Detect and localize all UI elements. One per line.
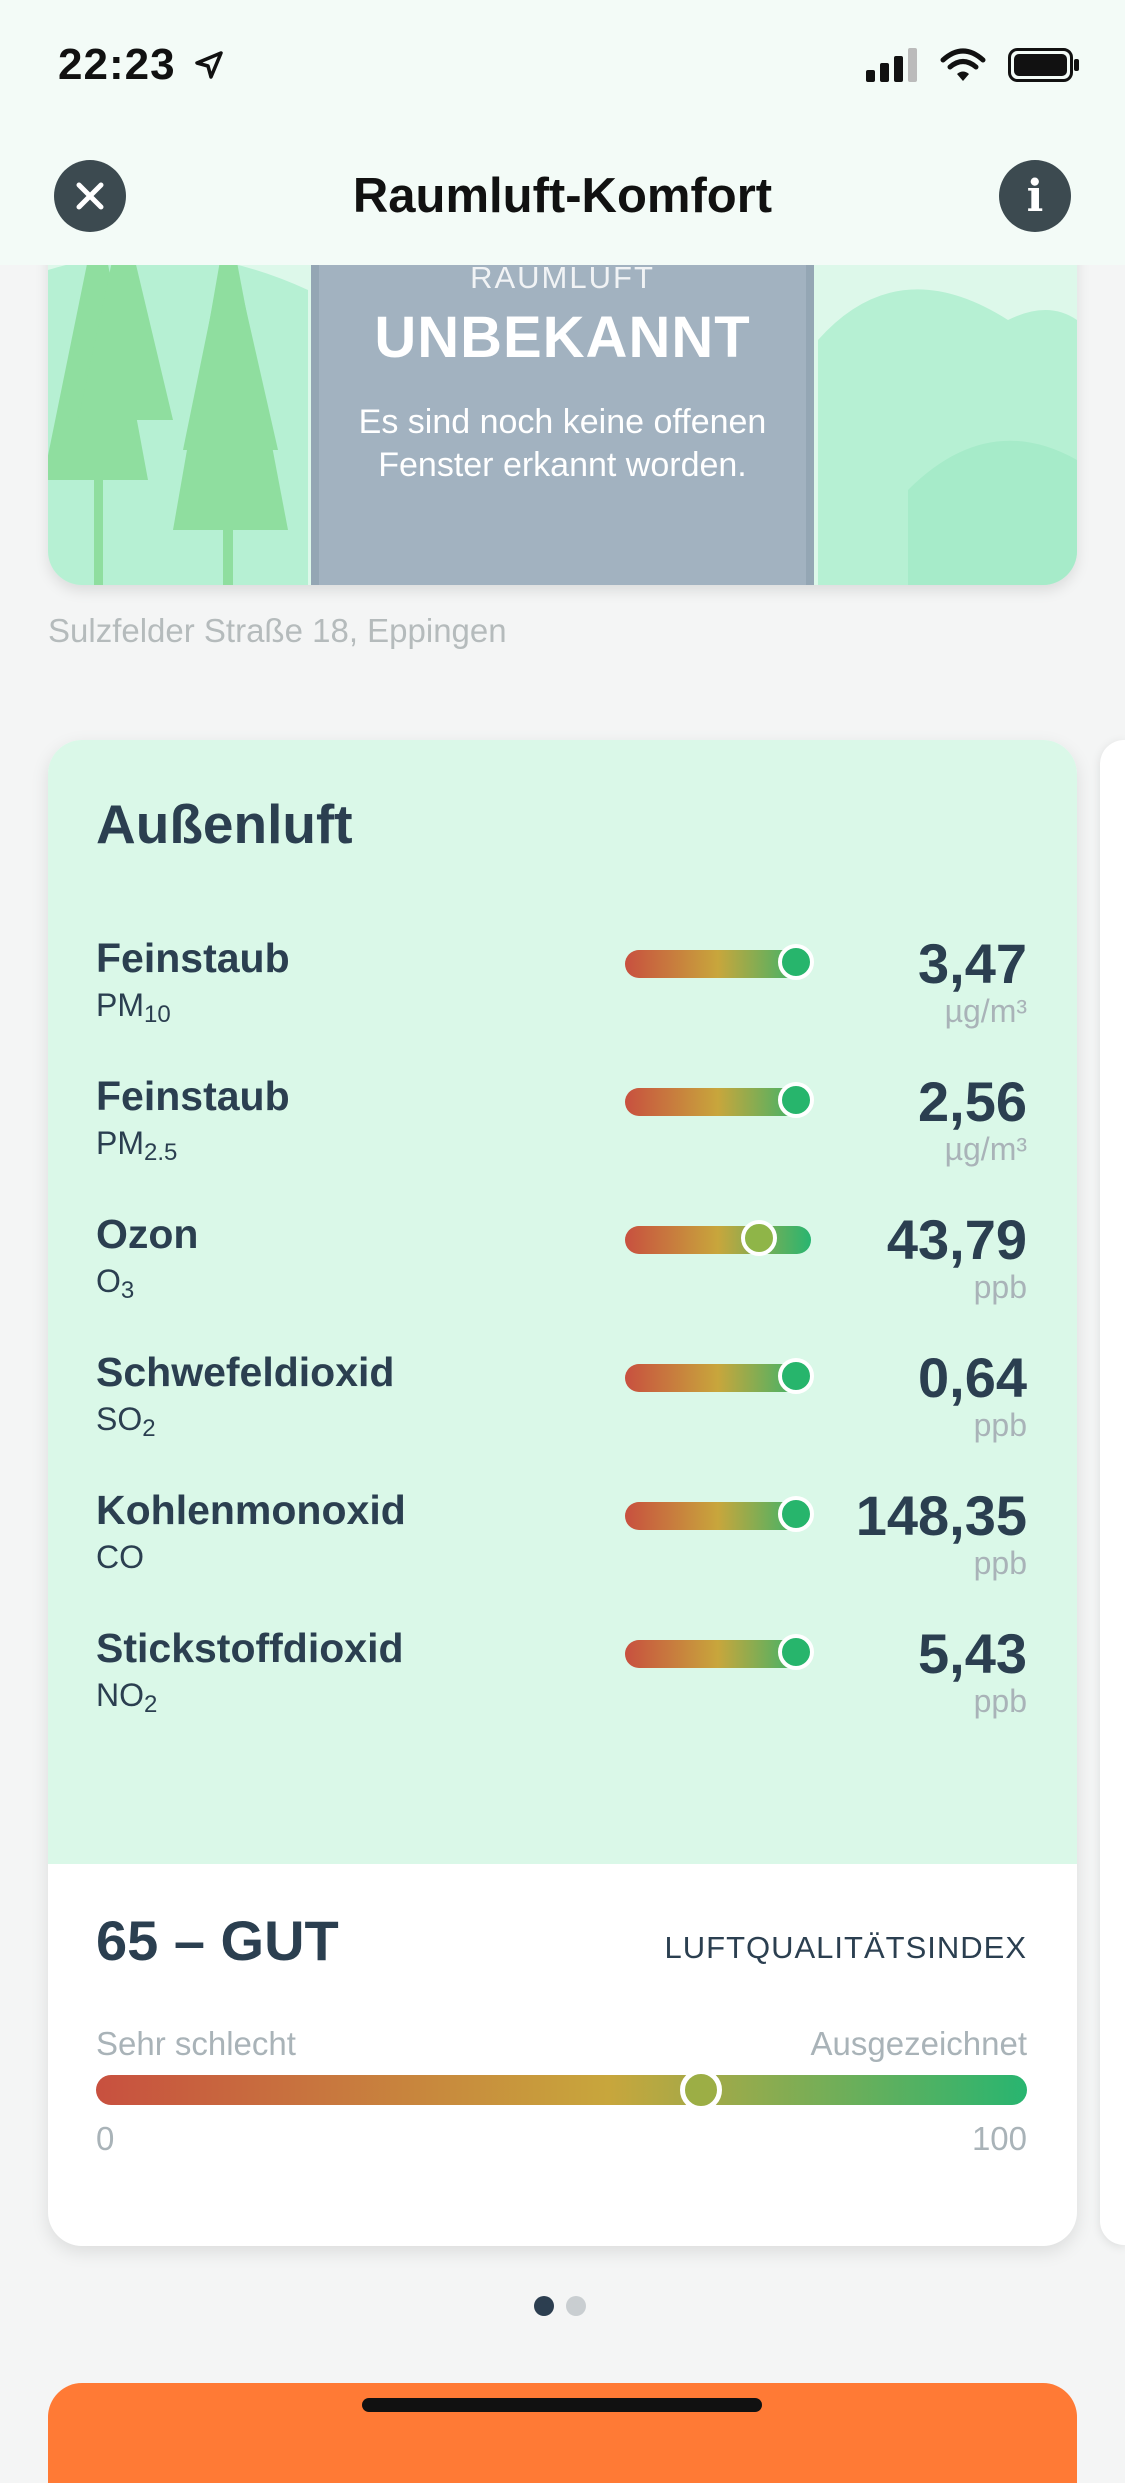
measurement-formula: O3 [96,1263,135,1304]
info-button[interactable]: i [999,160,1071,232]
measurement-unit: ppb [973,1545,1027,1581]
measurement-formula: PM10 [96,987,171,1028]
address-text: Sulzfelder Straße 18, Eppingen [48,612,507,649]
measurement-value: 43,79 [886,1208,1027,1271]
measurement-row: Stickstoffdioxid NO2 5,43 ppb [48,1622,1077,1755]
aqi-label: LUFTQUALITÄTSINDEX [664,1930,1027,1965]
measurement-name: Stickstoffdioxid [96,1625,404,1671]
close-icon [76,182,104,210]
aqi-score: 65 – GUT [96,1909,339,1972]
measurement-level-bar [625,1082,815,1118]
measurement-formula: SO2 [96,1401,156,1442]
page-indicator[interactable] [534,2296,586,2316]
landscape-illustration [48,210,1077,585]
measurement-formula: NO2 [96,1677,158,1718]
measurement-unit: ppb [973,1269,1027,1305]
measurement-unit: µg/m³ [944,1131,1027,1167]
indoor-description: Es sind noch keine offenen Fenster erkan… [358,403,767,484]
cellular-signal-icon [866,48,918,87]
measurement-formula: CO [96,1539,144,1575]
info-icon: i [1026,170,1044,222]
page-dot[interactable] [566,2296,586,2316]
measurement-name: Ozon [96,1211,199,1257]
measurement-row: Feinstaub PM10 3,47 µg/m³ [48,932,1077,1065]
indoor-label: RAUMLUFT [470,260,655,295]
wifi-icon [940,48,986,87]
measurement-row: Ozon O3 43,79 ppb [48,1208,1077,1341]
close-button[interactable] [54,160,126,232]
measurement-name: Feinstaub [96,935,290,981]
measurement-level-dot [778,1634,815,1670]
measurement-name: Feinstaub [96,1073,290,1119]
page-title: Raumluft-Komfort [352,169,773,223]
aqi-best-label: Ausgezeichnet [810,2025,1027,2062]
indoor-air-card: RAUMLUFT UNBEKANNT Es sind noch keine of… [48,210,1077,585]
measurement-value: 2,56 [918,1070,1027,1133]
page-dot[interactable] [534,2296,554,2316]
measurement-value: 3,47 [918,932,1027,995]
measurement-name: Kohlenmonoxid [96,1487,406,1533]
next-card-peek[interactable] [1100,740,1125,2245]
measurement-unit: ppb [973,1407,1027,1443]
measurement-level-dot [740,1220,777,1256]
status-bar: 22:23 [0,0,1125,140]
measurement-unit: µg/m³ [944,993,1027,1029]
indoor-status-panel: RAUMLUFT UNBEKANNT Es sind noch keine of… [311,210,814,585]
measurement-level-dot [778,1496,815,1532]
aqi-max-label: 100 [971,2120,1027,2157]
indoor-status: UNBEKANNT [374,305,751,370]
home-indicator[interactable] [362,2398,762,2412]
measurement-level-bar [625,1358,815,1394]
battery-icon [1008,48,1080,87]
measurement-formula: PM2.5 [96,1125,178,1166]
measurement-level-bar [625,944,815,980]
measurement-name: Schwefeldioxid [96,1349,395,1395]
aqi-worst-label: Sehr schlecht [96,2025,296,2062]
measurement-row: Kohlenmonoxid CO 148,35 ppb [48,1484,1077,1617]
measurement-level-dot [778,1082,815,1118]
measurement-row: Schwefeldioxid SO2 0,64 ppb [48,1346,1077,1479]
navigation-bar: Raumluft-Komfort i [0,140,1125,265]
measurement-row: Feinstaub PM2.5 2,56 µg/m³ [48,1070,1077,1203]
outdoor-air-card[interactable]: Außenluft Feinstaub PM10 3,47 µg/m³ Feinstau… [48,740,1077,2246]
location-arrow-icon [194,50,224,85]
measurement-value: 0,64 [918,1346,1027,1409]
measurement-unit: ppb [973,1683,1027,1719]
measurement-level-bar [625,1496,815,1532]
measurement-level-bar [625,1634,815,1670]
measurement-value: 5,43 [918,1622,1027,1685]
aqi-min-label: 0 [96,2120,115,2157]
measurement-level-dot [778,1358,815,1394]
measurement-level-bar [625,1220,811,1256]
aqi-indicator-dot [680,2069,723,2111]
aqi-scale-bar [96,2069,1027,2111]
measurement-level-dot [778,944,815,980]
outdoor-title: Außenluft [96,793,353,855]
measurement-value: 148,35 [855,1484,1027,1547]
outdoor-measurements: Außenluft Feinstaub PM10 3,47 µg/m³ Feinstau… [48,740,1077,1864]
status-time: 22:23 [58,40,176,89]
